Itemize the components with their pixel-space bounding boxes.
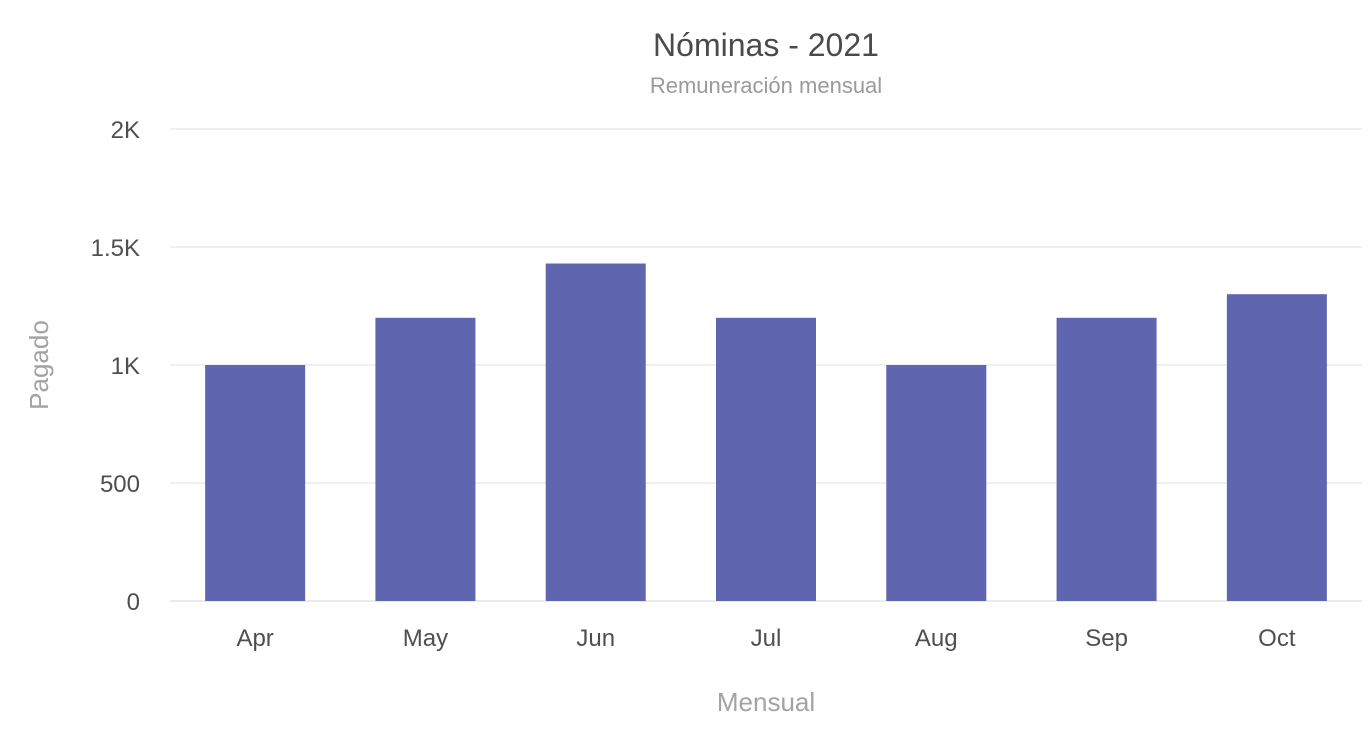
x-tick-label: Oct	[1258, 625, 1296, 652]
x-axis-label: Mensual	[717, 687, 815, 717]
bar-apr[interactable]	[205, 365, 306, 601]
x-tick-label: Apr	[236, 625, 273, 652]
x-axis-ticks: Apr May Jun Jul Aug Sep Oct	[236, 625, 1295, 652]
bar-may[interactable]	[375, 317, 476, 601]
y-tick-label: 500	[100, 471, 140, 498]
y-tick-label: 1K	[111, 353, 140, 380]
x-tick-label: Jul	[751, 625, 782, 652]
y-axis-ticks: 0 500 1K 1.5K 2K	[91, 117, 140, 616]
bar-jun[interactable]	[545, 263, 646, 601]
bars	[205, 263, 1327, 601]
x-tick-label: May	[403, 625, 448, 652]
bar-aug[interactable]	[886, 365, 987, 601]
x-tick-label: Jun	[576, 625, 615, 652]
y-tick-label: 0	[127, 589, 140, 616]
chart-subtitle: Remuneración mensual	[650, 73, 882, 98]
x-tick-label: Aug	[915, 625, 958, 652]
y-tick-label: 1.5K	[91, 235, 140, 262]
chart-title: Nóminas - 2021	[653, 27, 879, 63]
y-tick-label: 2K	[111, 117, 140, 144]
bar-oct[interactable]	[1226, 294, 1327, 601]
bar-sep[interactable]	[1056, 317, 1157, 601]
bar-jul[interactable]	[716, 317, 816, 601]
y-axis-label: Pagado	[24, 320, 54, 410]
x-tick-label: Sep	[1085, 625, 1128, 652]
